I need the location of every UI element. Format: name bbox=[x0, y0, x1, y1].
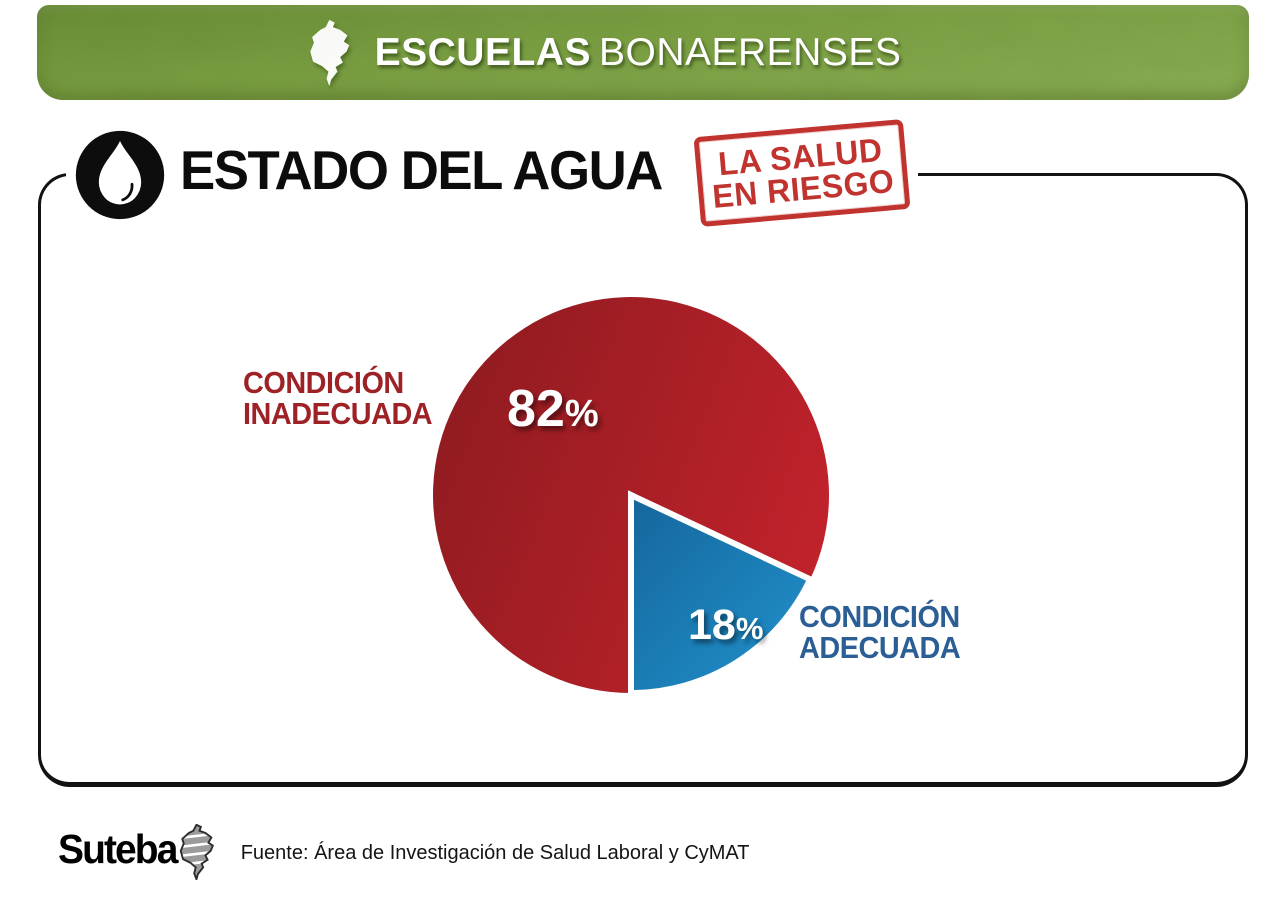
label-line: CONDICIÓN bbox=[243, 365, 404, 400]
brand-title: ESCUELAS BONAERENSES bbox=[375, 31, 902, 75]
suteba-logo-text: Suteba bbox=[58, 825, 178, 872]
percent-sign: % bbox=[564, 393, 599, 435]
percent-sign: % bbox=[735, 611, 764, 646]
pie-category-label-inadecuada: CONDICIÓN INADECUADA bbox=[243, 365, 433, 431]
water-drop-icon bbox=[75, 130, 165, 220]
province-map-icon bbox=[309, 19, 349, 86]
suteba-logo: Suteba bbox=[58, 818, 215, 880]
banner-content: ESCUELAS BONAERENSES bbox=[0, 5, 1209, 100]
risk-stamp: LA SALUD EN RIESGO bbox=[693, 119, 911, 227]
page-title: ESTADO DEL AGUA bbox=[180, 139, 663, 201]
pie-value-label-inadecuada: 82% bbox=[507, 383, 599, 435]
brand-light: BONAERENSES bbox=[598, 30, 902, 74]
suteba-map-icon bbox=[179, 824, 214, 880]
header-banner: ESCUELAS BONAERENSES bbox=[37, 5, 1249, 100]
source-text: Fuente: Área de Investigación de Salud L… bbox=[240, 841, 750, 864]
label-line: INADECUADA bbox=[243, 396, 433, 431]
label-line: CONDICIÓN bbox=[799, 599, 960, 634]
pie-value-number: 18 bbox=[688, 601, 736, 649]
brand-strong: ESCUELAS bbox=[374, 30, 591, 74]
footer: Suteba Fuente: Área de Investigación de … bbox=[58, 818, 750, 880]
pie-category-label-adecuada: CONDICIÓN ADECUADA bbox=[799, 599, 961, 665]
pie-value-number: 82 bbox=[507, 380, 565, 438]
label-line: ADECUADA bbox=[799, 630, 961, 665]
pie-value-label-adecuada: 18% bbox=[688, 604, 763, 647]
pie-chart bbox=[433, 297, 830, 697]
pie-slice-adecuada bbox=[628, 490, 815, 697]
